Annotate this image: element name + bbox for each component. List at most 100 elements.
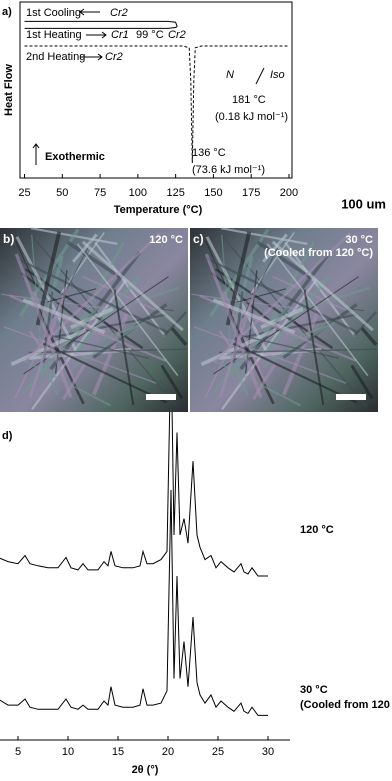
- crystal: [266, 243, 369, 377]
- crystal: [252, 363, 277, 400]
- crystal: [236, 288, 287, 303]
- crystal: [360, 327, 378, 347]
- x-axis-label: 2θ (°): [132, 764, 159, 776]
- series-label: 1st Heating: [26, 29, 82, 41]
- crystal: [170, 327, 188, 347]
- crystal: [352, 308, 364, 312]
- micrograph: [0, 227, 188, 412]
- x-tick-label: 15: [112, 746, 124, 758]
- data-line: [0, 489, 268, 716]
- crystal: [218, 330, 236, 353]
- crystal: [271, 240, 374, 332]
- crystal: [221, 278, 318, 411]
- crystal: [72, 233, 98, 263]
- crystal: [241, 335, 339, 359]
- data-line: [24, 45, 289, 164]
- x-tick-label: 200: [280, 187, 298, 199]
- crystal: [42, 363, 59, 396]
- crystal: [256, 240, 312, 279]
- crystal: [193, 326, 347, 384]
- annotation: Cr1: [111, 29, 129, 41]
- crystal: [31, 278, 128, 411]
- y-axis-label: Heat Flow: [3, 64, 15, 116]
- crystal: [232, 342, 358, 404]
- data-line: [24, 20, 178, 27]
- x-tick-label: 25: [18, 187, 30, 199]
- dsc-layout: [32, 8, 265, 165]
- annotation: 99 °C: [136, 29, 164, 41]
- annotation: Cr2: [105, 51, 123, 63]
- data-line: [0, 342, 268, 577]
- x-tick-label: 10: [62, 746, 74, 758]
- crystal: [191, 293, 301, 310]
- crystal: [218, 286, 258, 398]
- crystal: [281, 311, 320, 396]
- crystal: [205, 236, 269, 354]
- crystal: [113, 289, 135, 406]
- annotation: (73.6 kJ mol⁻¹): [192, 164, 265, 176]
- crystal: [262, 319, 338, 368]
- annotation: Cr2: [110, 7, 128, 19]
- arrow-head: [97, 53, 103, 61]
- x-tick-label: 150: [204, 187, 222, 199]
- crystal: [262, 233, 288, 263]
- arrow-head: [79, 8, 85, 16]
- crystal: [232, 363, 249, 396]
- crystal: [204, 253, 263, 399]
- crystal: [28, 330, 46, 353]
- x-tick-label: 175: [242, 187, 260, 199]
- panel-label: a): [2, 6, 12, 18]
- crystal: [1, 293, 111, 310]
- crystal: [14, 253, 73, 399]
- x-tick-label: 75: [94, 187, 106, 199]
- panel-label: c): [193, 232, 204, 246]
- data-line: [24, 26, 178, 29]
- arrow-head: [32, 143, 40, 149]
- crystal: [72, 275, 141, 356]
- x-axis-label: Temperature (°C): [114, 204, 203, 216]
- plot-frame: [19, 1, 293, 179]
- crystal: [82, 275, 158, 312]
- x-tick-label: 20: [162, 746, 174, 758]
- series-label: 30 °C: [300, 684, 328, 696]
- panel-text: (Cooled from 120 °C): [264, 247, 373, 259]
- annotation: N: [226, 69, 234, 81]
- crystal: [15, 236, 79, 354]
- x-tick-label: 25: [212, 746, 224, 758]
- x-tick-label: 30: [262, 746, 274, 758]
- crystal: [46, 288, 97, 303]
- panel-label: d): [2, 430, 13, 442]
- crystal: [205, 256, 359, 334]
- panel-text: 30 °C: [345, 234, 373, 246]
- crystal: [76, 243, 179, 377]
- crystal: [350, 364, 374, 400]
- x-tick-label: 5: [15, 746, 21, 758]
- arrow-head: [101, 31, 107, 39]
- annotation: Exothermic: [45, 151, 105, 163]
- crystal: [66, 240, 122, 279]
- crystal: [160, 364, 184, 400]
- x-tick-label: 100: [129, 187, 147, 199]
- crystal: [62, 363, 87, 400]
- crystal: [303, 289, 325, 406]
- annotation: Iso: [270, 69, 285, 81]
- micrograph: [190, 227, 378, 412]
- crystal: [288, 324, 331, 342]
- series-label: 1st Cooling: [26, 7, 81, 19]
- crystal: [98, 324, 141, 342]
- crystal: [262, 275, 331, 356]
- slash: [255, 67, 265, 85]
- crystal: [162, 308, 174, 312]
- x-tick-label: 50: [56, 187, 68, 199]
- x-tick-label: 125: [166, 187, 184, 199]
- scale-label: 100 um: [341, 196, 386, 211]
- annotation: (Cooled from 120 °C): [300, 699, 392, 711]
- annotation: (0.18 kJ mol⁻¹): [215, 111, 288, 123]
- crystal: [272, 275, 348, 312]
- crystal: [15, 256, 169, 334]
- scale-bar: [336, 394, 366, 400]
- series-label: 120 °C: [300, 524, 334, 536]
- series-label: 2nd Heating: [26, 51, 85, 63]
- crystal: [3, 326, 157, 384]
